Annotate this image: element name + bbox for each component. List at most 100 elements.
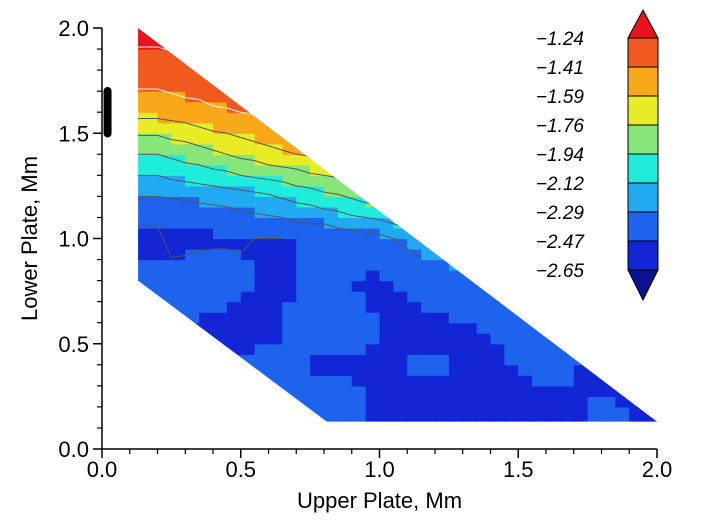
x-tick-label: 0.0 [87, 457, 118, 482]
field-cell [171, 217, 186, 229]
field-cell [379, 143, 394, 155]
field-cell [226, 333, 242, 345]
field-cell [337, 38, 353, 50]
field-cell [407, 322, 422, 334]
field-cell [337, 333, 353, 345]
field-cell [476, 217, 492, 229]
field-cell [138, 206, 145, 219]
field-cell [143, 175, 159, 187]
field-cell [490, 343, 505, 355]
colorbar-label: −1.59 [536, 87, 585, 108]
field-cell [199, 406, 214, 419]
field-cell [226, 175, 242, 187]
field-cell [365, 154, 381, 166]
field-cell [448, 354, 464, 366]
field-cell [421, 280, 436, 292]
field-cell [143, 206, 159, 219]
field-cell [421, 354, 436, 366]
field-cell [573, 291, 589, 303]
field-cell [643, 406, 657, 419]
field-cell [587, 70, 603, 82]
field-cell [138, 91, 145, 103]
field-cell [532, 385, 547, 397]
y-tick-label: 2.0 [58, 16, 89, 41]
field-cell [157, 301, 172, 313]
field-cell [199, 238, 214, 250]
field-cell [240, 238, 256, 250]
field-cell [310, 291, 325, 303]
field-cell [365, 80, 381, 92]
field-cell [324, 70, 339, 82]
field-cell [448, 59, 464, 71]
field-cell [138, 196, 145, 208]
field-cell [601, 406, 616, 419]
field-cell [157, 80, 172, 92]
field-cell [254, 143, 270, 155]
field-cell [213, 196, 228, 208]
field-cell [504, 375, 519, 387]
field-cell [559, 333, 575, 345]
field-cell [421, 38, 436, 50]
field-cell [421, 333, 436, 345]
field-cell [393, 280, 408, 292]
field-cell [138, 112, 145, 124]
field-cell [240, 122, 256, 134]
field-cell [213, 322, 228, 334]
colorbar-segment [627, 124, 659, 155]
field-cell [254, 59, 270, 71]
field-cell [504, 291, 519, 303]
field-cell [365, 343, 381, 355]
field-cell [199, 301, 214, 313]
field-cell [407, 164, 422, 176]
field-cell [143, 133, 159, 145]
field-cell [435, 259, 450, 271]
field-cell [365, 238, 381, 250]
field-cell [240, 28, 256, 40]
field-cell [546, 312, 561, 324]
field-cell [310, 259, 325, 271]
field-cell [138, 143, 145, 155]
marker-segment [103, 86, 112, 138]
field-cell [226, 91, 242, 103]
field-cell [615, 364, 630, 376]
field-cell [199, 322, 214, 334]
field-cell [476, 301, 492, 313]
field-cell [629, 417, 644, 422]
field-cell [587, 133, 603, 145]
field-cell [407, 38, 422, 50]
field-cell [143, 343, 159, 355]
field-cell [324, 80, 339, 92]
field-cell [199, 70, 214, 82]
field-cell [254, 259, 270, 271]
field-cell [296, 196, 311, 208]
field-cell [532, 322, 547, 334]
field-cell [337, 28, 353, 40]
field-cell [546, 417, 561, 422]
field-cell [504, 227, 519, 240]
field-cell [337, 354, 353, 366]
field-cell [615, 406, 630, 419]
field-cell [407, 28, 422, 40]
field-cell [351, 291, 367, 303]
field-cell [559, 301, 575, 313]
field-cell [324, 406, 339, 419]
field-cell [476, 280, 492, 292]
field-cell [171, 164, 186, 176]
field-cell [587, 417, 603, 422]
field-cell [138, 249, 145, 261]
field-cell [615, 354, 630, 366]
field-cell [171, 417, 186, 422]
field-cell [629, 312, 644, 324]
field-cell [448, 322, 464, 334]
colorbar-arrow-bottom [627, 269, 659, 302]
x-axis-title: Upper Plate, Mm [297, 488, 462, 513]
field-cell [268, 270, 283, 282]
field-cell [601, 185, 616, 197]
field-cell [143, 270, 159, 282]
field-cell [476, 28, 492, 40]
field-cell [351, 70, 367, 82]
field-cell [351, 122, 367, 134]
field-cell [421, 396, 436, 408]
field-cell [351, 154, 367, 166]
field-cell [171, 343, 186, 355]
